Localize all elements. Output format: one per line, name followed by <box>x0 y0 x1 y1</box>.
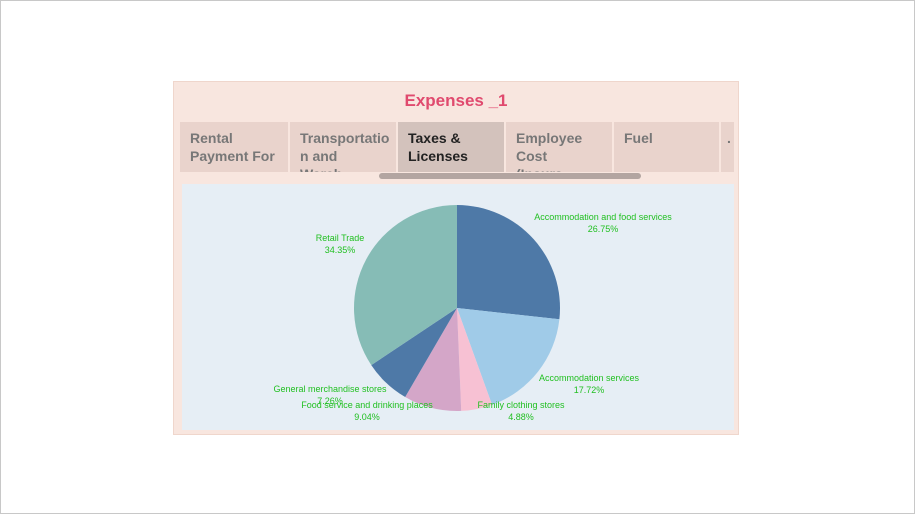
pie-slice-family-clothing-stores[interactable] <box>457 308 493 411</box>
slice-percent-accommodation-services: 17.72% <box>574 385 605 395</box>
tab-label-line1: Rental <box>190 130 233 146</box>
pie-chart: Accommodation and food services 26.75% Acc… <box>273 205 672 422</box>
slice-label-retail-trade: Retail Trade <box>316 233 365 243</box>
tab-rental-payment[interactable]: Rental Payment For .. <box>180 122 288 172</box>
slice-percent-general-merchandise-stores: 7.26% <box>317 396 343 406</box>
slice-percent-food-service-and-drinking-places: 9.04% <box>354 412 380 422</box>
tab-label-line1: . <box>727 130 731 146</box>
slice-percent-accommodation-and-food-services: 26.75% <box>588 224 619 234</box>
chart-title: Expenses _1 <box>404 91 508 110</box>
tab-employee-cost[interactable]: Employee Cost (Insura.. <box>506 122 612 172</box>
expenses-card: Expenses _1 Rental Payment For .. Transp… <box>173 81 739 435</box>
pie-slice-retail-trade[interactable] <box>354 205 457 366</box>
tab-label-line2: n and Wareh.. <box>300 148 350 172</box>
pie-slice-accommodation-and-food-services[interactable] <box>457 205 561 320</box>
tab-transportation[interactable]: Transportatio n and Wareh.. <box>290 122 396 172</box>
slice-label-accommodation-and-food-services: Accommodation and food services <box>534 212 672 222</box>
pie-slice-accommodation-services[interactable] <box>457 308 560 405</box>
tab-strip: Rental Payment For .. Transportatio n an… <box>180 122 734 172</box>
tab-label-line2: Licenses <box>408 148 468 164</box>
tab-label-line2: Payment For .. <box>190 148 275 172</box>
pie-slice-general-merchandise-stores[interactable] <box>371 308 457 398</box>
tab-label-line1: Taxes & <box>408 130 461 146</box>
tab-label-line1: Transportatio <box>300 130 390 146</box>
slice-label-family-clothing-stores: Family clothing stores <box>477 400 565 410</box>
tab-label-line2: Cost (Insura.. <box>516 148 570 172</box>
tab-overflow[interactable]: . <box>721 122 734 172</box>
tab-taxes-licenses[interactable]: Taxes & Licenses <box>398 122 504 172</box>
pie-slice-food-service-and-drinking-places[interactable] <box>405 308 462 411</box>
slice-percent-family-clothing-stores: 4.88% <box>508 412 534 422</box>
slice-label-accommodation-services: Accommodation services <box>539 373 640 383</box>
tab-fuel[interactable]: Fuel <box>614 122 719 172</box>
tab-label-line1: Employee <box>516 130 583 146</box>
slice-percent-retail-trade: 34.35% <box>325 245 356 255</box>
slice-label-food-service-and-drinking-places: Food service and drinking places <box>301 400 433 410</box>
tab-label-line1: Fuel <box>624 130 653 146</box>
pie-chart-area: Accommodation and food services 26.75% Acc… <box>182 184 734 430</box>
tab-scrollbar[interactable] <box>379 173 641 179</box>
slice-label-general-merchandise-stores: General merchandise stores <box>273 384 387 394</box>
